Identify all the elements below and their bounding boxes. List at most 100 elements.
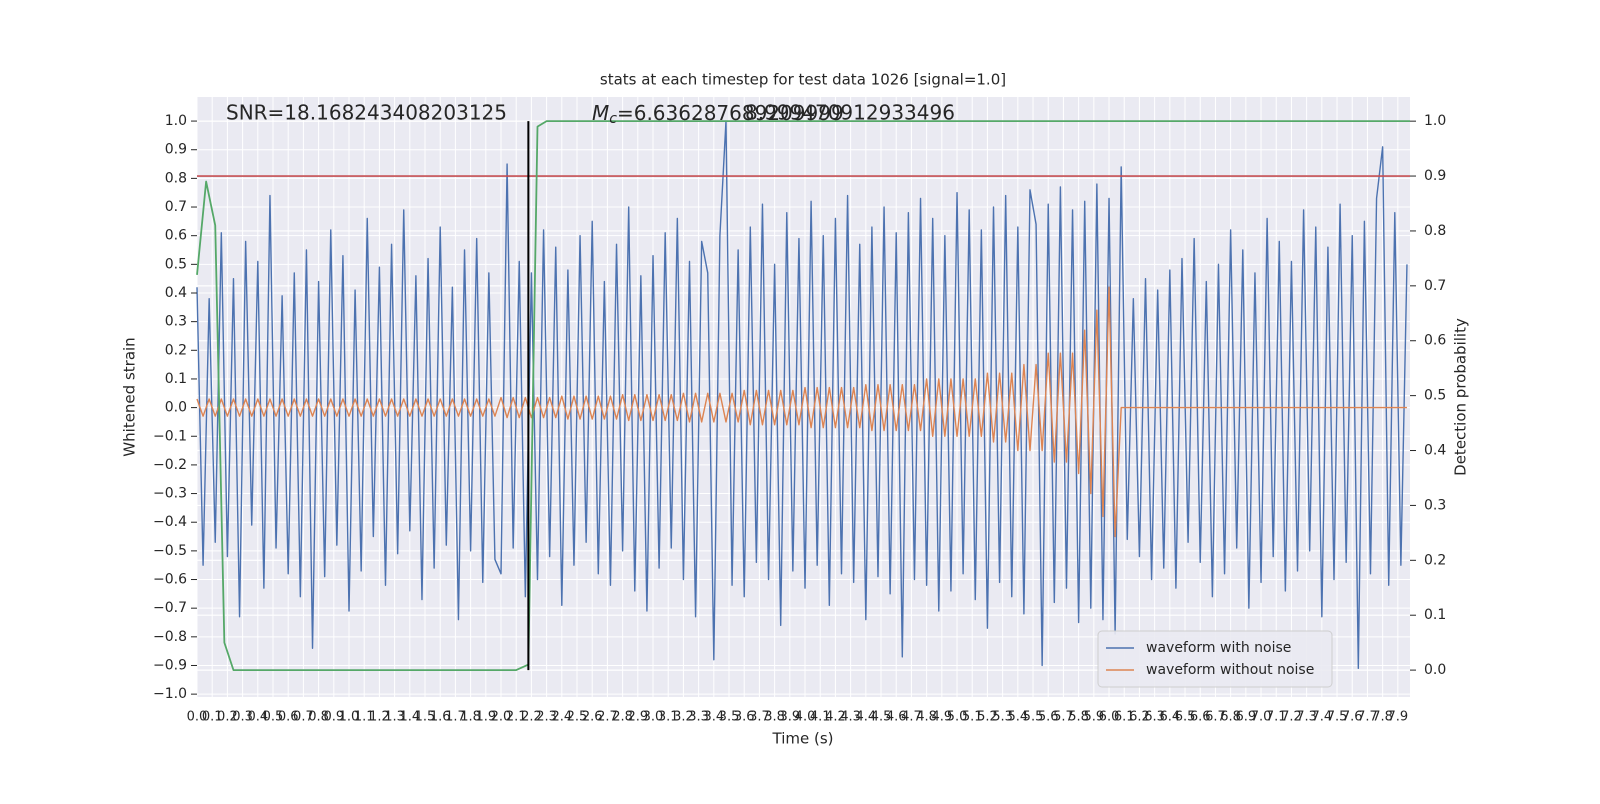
x-tick-label: 1.7 (445, 710, 466, 725)
annotation-subscript: c (609, 111, 617, 127)
x-tick-label: 3.7 (749, 710, 770, 725)
y-tick-label: 0.6 (165, 228, 187, 244)
x-tick-label: 3.8 (764, 710, 785, 725)
x-tick-label: 4.0 (795, 710, 816, 725)
x-tick-label: 3.9 (779, 710, 800, 725)
chart-title: stats at each timestep for test data 102… (600, 71, 1006, 89)
x-tick-label: 1.9 (475, 710, 496, 725)
legend-box (1097, 630, 1333, 688)
x-tick-label: 4.6 (886, 710, 907, 725)
y2-tick-label: 1.0 (1424, 113, 1446, 129)
x-tick-label: 3.6 (734, 710, 755, 725)
x-tick-label: 7.4 (1311, 710, 1332, 725)
x-tick-label: 2.0 (491, 710, 512, 725)
x-tick-label: 0.7 (293, 710, 314, 725)
y-tick-label: 0.9 (165, 142, 187, 158)
x-tick-label: 5.7 (1053, 710, 1074, 725)
x-tick-label: 0.5 (263, 710, 284, 725)
y-tick-label: −0.7 (153, 600, 187, 616)
x-tick-label: 2.9 (627, 710, 648, 725)
x-tick-label: 3.4 (703, 710, 724, 725)
annotation: Mc=6.636287689209999 (592, 101, 844, 128)
y-tick-label: 0.7 (165, 199, 187, 215)
y2-tick-label: 0.5 (1424, 388, 1446, 404)
x-tick-label: 0.6 (278, 710, 299, 725)
y-axis-label: Whitened strain (121, 337, 139, 456)
x-tick-label: 4.2 (825, 710, 846, 725)
x-tick-label: 5.5 (1023, 710, 1044, 725)
x-tick-label: 6.4 (1159, 710, 1180, 725)
x-tick-label: 3.2 (673, 710, 694, 725)
x-tick-label: 6.5 (1175, 710, 1196, 725)
y-tick-label: −0.8 (153, 629, 187, 645)
x-tick-label: 7.6 (1342, 710, 1363, 725)
x-tick-label: 3.3 (688, 710, 709, 725)
x-tick-label: 4.5 (871, 710, 892, 725)
x-tick-label: 5.6 (1038, 710, 1059, 725)
x-tick-label: 2.8 (612, 710, 633, 725)
y2-tick-label: 0.4 (1424, 443, 1446, 459)
y2-tick-label: 0.2 (1424, 552, 1446, 568)
x-tick-label: 4.1 (810, 710, 831, 725)
y2-tick-label: 0.8 (1424, 223, 1446, 239)
x-tick-label: 1.1 (354, 710, 375, 725)
y-tick-label: −0.1 (153, 428, 187, 444)
y-tick-label: −1.0 (153, 686, 187, 702)
x-tick-label: 7.3 (1296, 710, 1317, 725)
y2-axis-label: Detection probability (1452, 318, 1470, 476)
x-tick-label: 1.5 (415, 710, 436, 725)
y-tick-label: 0.3 (165, 314, 187, 330)
x-tick-label: 5.1 (962, 710, 983, 725)
x-tick-label: 2.1 (506, 710, 527, 725)
x-tick-label: 1.4 (399, 710, 420, 725)
x-tick-label: 5.2 (977, 710, 998, 725)
y2-tick-label: 0.3 (1424, 497, 1446, 513)
y2-tick-label: 0.1 (1424, 607, 1446, 623)
x-tick-label: 5.4 (1007, 710, 1028, 725)
x-tick-label: 0.8 (308, 710, 329, 725)
y-tick-label: −0.4 (153, 514, 187, 530)
x-tick-label: 7.1 (1266, 710, 1287, 725)
x-tick-label: 2.7 (597, 710, 618, 725)
annotation-text: =6.636287689209999 (617, 101, 844, 125)
x-tick-label: 0.9 (323, 710, 344, 725)
x-tick-label: 5.8 (1068, 710, 1089, 725)
x-tick-label: 3.1 (658, 710, 679, 725)
x-tick-label: 5.0 (947, 710, 968, 725)
x-tick-label: 4.7 (901, 710, 922, 725)
x-tick-label: 2.5 (567, 710, 588, 725)
legend-label: waveform without noise (1146, 662, 1314, 678)
x-tick-label: 1.2 (369, 710, 390, 725)
x-tick-label: 6.7 (1205, 710, 1226, 725)
x-tick-label: 7.8 (1372, 710, 1393, 725)
series-line (196, 286, 1407, 538)
x-tick-label: 6.3 (1144, 710, 1165, 725)
x-tick-label: 2.4 (551, 710, 572, 725)
y2-tick-label: 0.0 (1424, 662, 1446, 678)
x-tick-label: 4.3 (840, 710, 861, 725)
y-tick-label: 0.2 (165, 342, 187, 358)
x-tick-label: 2.2 (521, 710, 542, 725)
y-tick-label: −0.6 (153, 572, 187, 588)
x-tick-label: 6.8 (1220, 710, 1241, 725)
x-tick-label: 3.0 (643, 710, 664, 725)
x-tick-label: 5.9 (1083, 710, 1104, 725)
x-tick-label: 4.8 (916, 710, 937, 725)
y-tick-label: 1.0 (165, 113, 187, 129)
y-tick-label: 0.8 (165, 170, 187, 186)
x-tick-label: 7.5 (1327, 710, 1348, 725)
x-tick-label: 6.6 (1190, 710, 1211, 725)
x-tick-label: 1.3 (384, 710, 405, 725)
x-tick-label: 7.7 (1357, 710, 1378, 725)
x-tick-label: 5.3 (992, 710, 1013, 725)
x-tick-label: 1.0 (339, 710, 360, 725)
x-tick-label: 0.2 (217, 710, 238, 725)
x-tick-label: 7.0 (1251, 710, 1272, 725)
annotation: SNR=18.168243408203125 (226, 101, 507, 125)
y-tick-label: −0.9 (153, 657, 187, 673)
x-tick-label: 4.4 (855, 710, 876, 725)
x-tick-label: 2.3 (536, 710, 557, 725)
x-tick-label: 0.0 (187, 710, 208, 725)
x-tick-label: 7.2 (1281, 710, 1302, 725)
y2-tick-label: 0.7 (1424, 278, 1446, 294)
